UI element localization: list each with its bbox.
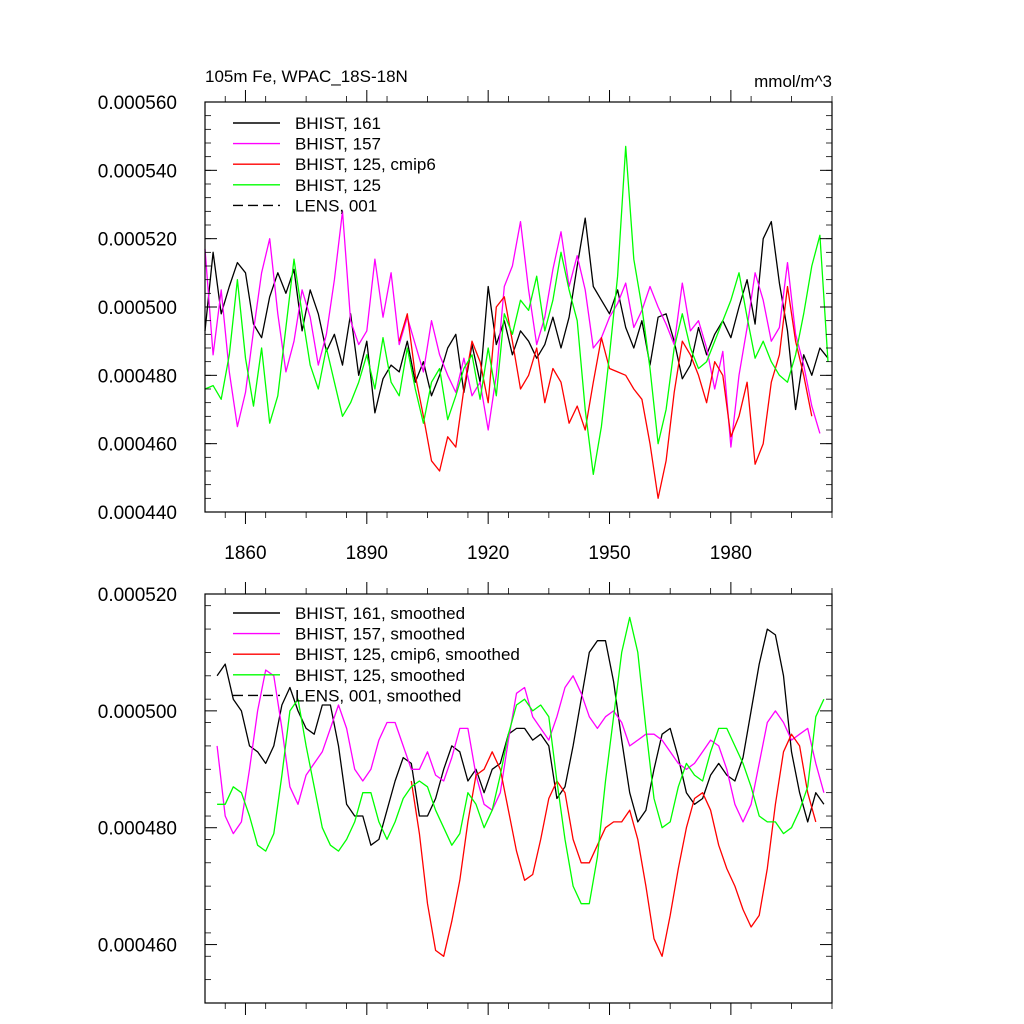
top-legend-label-3: BHIST, 125: [295, 176, 381, 195]
top-series-line-0: [204, 217, 829, 414]
bottom-ytick-label-1: 0.000480: [98, 819, 177, 840]
bottom-ytick-label-2: 0.000500: [98, 702, 177, 723]
top-ytick-label-1: 0.000460: [98, 435, 177, 456]
top-xtick-label-2: 1920: [467, 543, 509, 564]
top-series-line-1: [204, 210, 821, 448]
bottom-series-line-2: [410, 733, 817, 957]
top-panel-plot: 0.000440 0.000460 0.000480 0.000500 0.000520…: [98, 90, 833, 564]
bottom-legend-label-3: BHIST, 125, smoothed: [295, 666, 465, 685]
top-xtick-label-3: 1950: [588, 543, 630, 564]
top-ytick-label-5: 0.000540: [98, 161, 177, 182]
top-legend-label-1: BHIST, 157: [295, 135, 381, 154]
top-xtick-label-4: 1980: [710, 543, 752, 564]
bottom-legend-label-0: BHIST, 161, smoothed: [295, 604, 465, 623]
bottom-ytick-label-3: 0.000520: [98, 585, 177, 606]
bottom-series-line-3: [217, 616, 825, 905]
top-legend-label-2: BHIST, 125, cmip6: [295, 155, 436, 174]
top-ytick-label-0: 0.000440: [98, 503, 177, 524]
top-xtick-label-1: 1890: [346, 543, 388, 564]
top-ytick-label-3: 0.000500: [98, 298, 177, 319]
bottom-ytick-label-0: 0.000460: [98, 936, 177, 957]
top-series-line-2: [398, 285, 813, 499]
top-panel-units: mmol/m^3: [754, 72, 832, 91]
top-legend-label-4: LENS, 001: [295, 196, 377, 215]
top-ytick-label-4: 0.000520: [98, 230, 177, 251]
bottom-legend-label-2: BHIST, 125, cmip6, smoothed: [295, 645, 520, 664]
top-panel-title: 105m Fe, WPAC_18S-18N: [205, 67, 408, 86]
top-series-line-3: [204, 145, 829, 476]
bottom-panel: 0.000460 0.000480 0.000500 0.000520 BHIST, 1…: [98, 582, 833, 1015]
bottom-legend-label-1: BHIST, 157, smoothed: [295, 625, 465, 644]
bottom-series-line-0: [216, 628, 825, 846]
bottom-plot-frame: [204, 593, 833, 1004]
top-ytick-label-2: 0.000480: [98, 366, 177, 387]
bottom-panel-plot: 0.000460 0.000480 0.000500 0.000520 BHIST, 1…: [98, 582, 833, 1015]
top-ytick-label-6: 0.000560: [98, 93, 177, 114]
top-panel: 105m Fe, WPAC_18S-18N mmol/m^3 0.0004400…: [98, 67, 833, 564]
bottom-legend-label-4: LENS, 001, smoothed: [295, 686, 461, 705]
top-legend-label-0: BHIST, 161: [295, 114, 381, 133]
top-xtick-label-0: 1860: [224, 543, 266, 564]
bottom-series-line-1: [216, 669, 825, 835]
